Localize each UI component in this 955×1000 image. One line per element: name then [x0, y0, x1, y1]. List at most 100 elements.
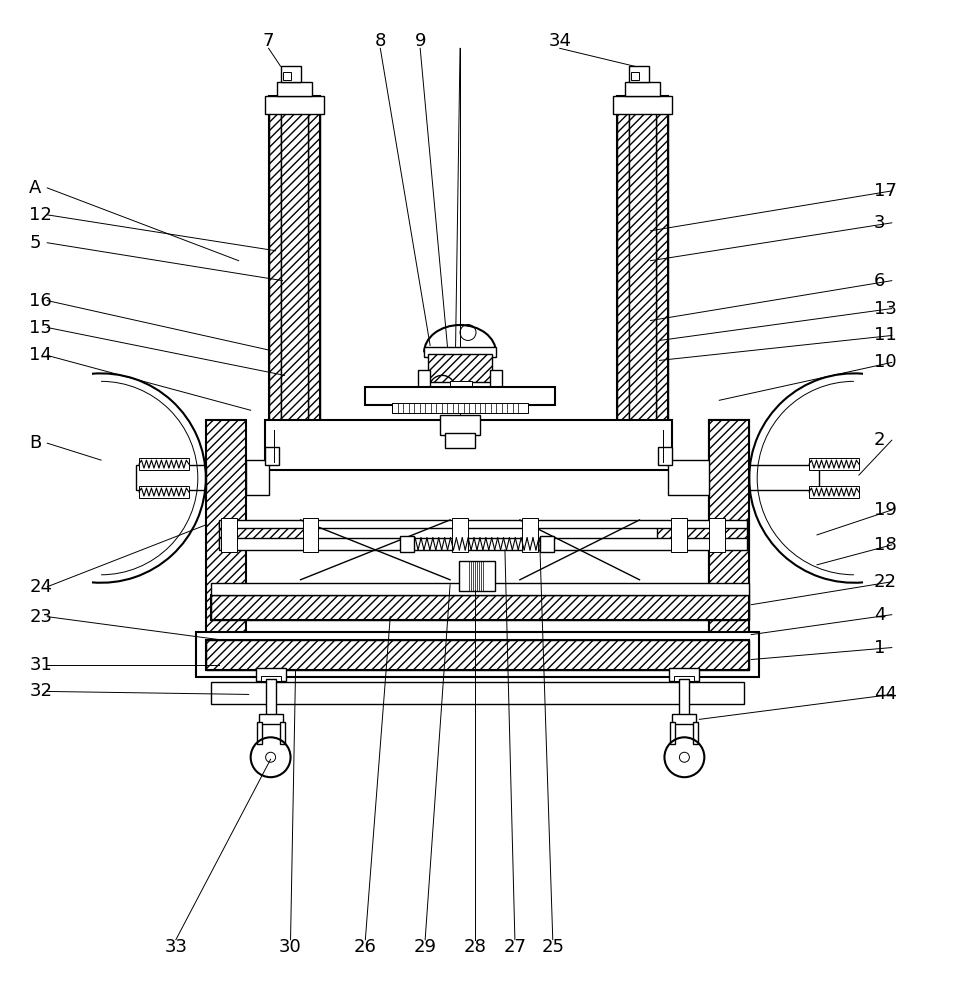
- Text: 32: 32: [30, 682, 53, 700]
- Text: 25: 25: [541, 938, 564, 956]
- Bar: [196, 632, 759, 677]
- Bar: [617, 96, 668, 455]
- Bar: [670, 722, 675, 744]
- Bar: [440, 415, 480, 435]
- Text: 34: 34: [548, 32, 571, 50]
- Bar: [540, 536, 554, 552]
- Bar: [628, 66, 648, 82]
- Bar: [459, 561, 495, 591]
- Bar: [265, 420, 672, 470]
- Bar: [211, 595, 750, 620]
- Bar: [257, 722, 262, 744]
- Bar: [139, 486, 189, 498]
- Bar: [674, 676, 694, 681]
- Bar: [710, 518, 725, 552]
- Text: 26: 26: [354, 938, 377, 956]
- Bar: [450, 381, 472, 395]
- Bar: [617, 96, 628, 455]
- Text: 27: 27: [503, 938, 526, 956]
- Bar: [625, 82, 661, 96]
- Text: 19: 19: [874, 501, 897, 519]
- Bar: [669, 668, 699, 681]
- Bar: [418, 370, 430, 388]
- Bar: [268, 96, 281, 455]
- Bar: [710, 420, 750, 674]
- Bar: [219, 520, 747, 528]
- Bar: [612, 96, 672, 114]
- Bar: [265, 447, 279, 465]
- Bar: [672, 714, 696, 724]
- Bar: [366, 387, 555, 405]
- Text: 4: 4: [874, 606, 885, 624]
- Bar: [490, 370, 502, 388]
- Bar: [259, 714, 283, 724]
- Text: 5: 5: [30, 234, 41, 252]
- Text: 10: 10: [874, 353, 897, 371]
- Bar: [521, 518, 538, 552]
- Bar: [671, 518, 688, 552]
- Text: 12: 12: [30, 206, 53, 224]
- Bar: [424, 347, 496, 357]
- Bar: [265, 679, 276, 717]
- Bar: [303, 518, 318, 552]
- Text: 9: 9: [414, 32, 426, 50]
- Bar: [452, 518, 468, 552]
- Text: B: B: [30, 434, 42, 452]
- Bar: [630, 72, 639, 80]
- Text: 29: 29: [414, 938, 436, 956]
- Bar: [219, 538, 747, 550]
- Bar: [256, 668, 286, 681]
- Bar: [693, 722, 698, 744]
- Bar: [658, 447, 672, 465]
- Text: 6: 6: [874, 272, 885, 290]
- Bar: [809, 458, 859, 470]
- Text: 22: 22: [874, 573, 897, 591]
- Text: 24: 24: [30, 578, 53, 596]
- Text: 7: 7: [263, 32, 274, 50]
- Text: 17: 17: [874, 182, 897, 200]
- Bar: [205, 640, 750, 670]
- Text: 23: 23: [30, 608, 53, 626]
- Bar: [668, 460, 710, 495]
- Text: 11: 11: [874, 326, 897, 344]
- Bar: [211, 595, 750, 620]
- Text: 13: 13: [874, 300, 897, 318]
- Text: 3: 3: [874, 214, 885, 232]
- Bar: [221, 518, 237, 552]
- Text: 33: 33: [164, 938, 187, 956]
- Text: 28: 28: [463, 938, 486, 956]
- Text: 18: 18: [874, 536, 897, 554]
- Text: 8: 8: [374, 32, 386, 50]
- Text: 30: 30: [279, 938, 302, 956]
- Bar: [211, 583, 750, 595]
- Bar: [679, 679, 690, 717]
- Bar: [265, 96, 325, 114]
- Bar: [428, 354, 492, 382]
- Bar: [205, 420, 245, 674]
- Text: 31: 31: [30, 656, 53, 674]
- Bar: [445, 433, 475, 448]
- Bar: [308, 96, 321, 455]
- Bar: [211, 682, 744, 704]
- Bar: [657, 523, 747, 545]
- Bar: [283, 72, 290, 80]
- Bar: [628, 96, 656, 455]
- Bar: [261, 676, 281, 681]
- Text: 1: 1: [874, 639, 885, 657]
- Bar: [139, 458, 189, 470]
- Bar: [245, 460, 268, 495]
- Text: A: A: [30, 179, 42, 197]
- Bar: [400, 536, 414, 552]
- Bar: [277, 82, 312, 96]
- Bar: [656, 96, 668, 455]
- Bar: [281, 96, 308, 455]
- Text: 44: 44: [874, 685, 897, 703]
- Bar: [393, 403, 528, 413]
- Text: 16: 16: [30, 292, 53, 310]
- Bar: [219, 523, 308, 545]
- Bar: [280, 722, 285, 744]
- Bar: [809, 486, 859, 498]
- Text: 15: 15: [30, 319, 53, 337]
- Bar: [710, 420, 750, 674]
- Text: 2: 2: [874, 431, 885, 449]
